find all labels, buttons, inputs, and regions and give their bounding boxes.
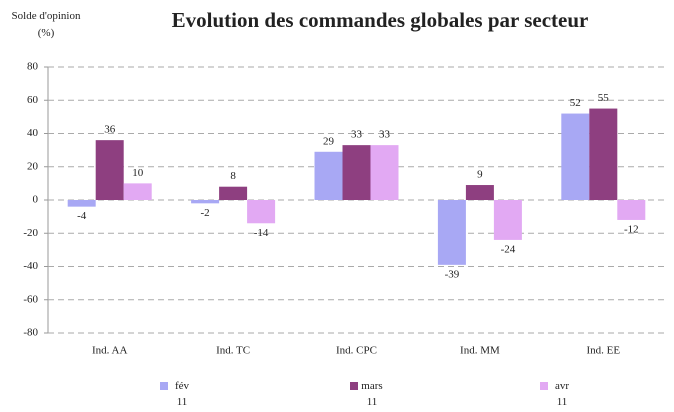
bar — [617, 200, 646, 220]
bar — [123, 183, 152, 200]
y-tick-label: 20 — [27, 160, 39, 172]
data-label: 10 — [132, 167, 144, 179]
bar — [67, 200, 96, 207]
x-tick-label: Ind. AA — [92, 345, 128, 357]
data-label: 29 — [323, 135, 335, 147]
y-tick-label: 0 — [33, 194, 39, 206]
data-label: 33 — [351, 129, 363, 141]
bar — [342, 145, 371, 200]
y-tick-label: -60 — [23, 293, 38, 305]
data-label: 52 — [570, 97, 581, 109]
bar — [589, 108, 618, 200]
x-tick-label: Ind. MM — [460, 345, 500, 357]
data-label: -12 — [624, 223, 639, 235]
bar — [247, 200, 276, 224]
data-label: -24 — [501, 243, 516, 255]
bar — [370, 145, 399, 200]
chart-title: Evolution des commandes globales par sec… — [172, 8, 589, 32]
bar — [314, 151, 343, 200]
y-tick-label: -20 — [23, 227, 38, 239]
y-tick-label: 60 — [27, 94, 39, 106]
data-label: -39 — [445, 268, 460, 280]
bar — [219, 186, 248, 200]
bar — [437, 200, 466, 265]
data-label: 8 — [230, 170, 236, 182]
legend-label: avr 11 — [554, 380, 570, 408]
legend-label: mars 11 — [361, 380, 383, 408]
y-tick-label: -80 — [23, 327, 38, 339]
data-label: 33 — [379, 129, 391, 141]
x-tick-label: Ind. CPC — [336, 345, 377, 357]
x-tick-label: Ind. TC — [216, 345, 250, 357]
legend-swatch — [160, 382, 168, 390]
data-label: -2 — [201, 207, 210, 219]
data-label: -14 — [254, 227, 269, 239]
y-tick-label: 80 — [27, 61, 39, 73]
data-label: 36 — [104, 124, 116, 136]
legend-swatch — [350, 382, 358, 390]
data-label: -4 — [77, 210, 87, 222]
y-axis-label: Solde d'opinion (%) — [11, 10, 81, 39]
bar — [95, 140, 124, 200]
bar — [465, 185, 494, 200]
bar — [493, 200, 522, 240]
data-label: 55 — [598, 92, 610, 104]
data-label: 9 — [477, 169, 483, 181]
x-tick-label: Ind. EE — [586, 345, 620, 357]
y-tick-label: -40 — [23, 260, 38, 272]
legend-label: fév 11 — [174, 380, 190, 408]
y-tick-label: 40 — [27, 127, 39, 139]
bar — [561, 113, 590, 200]
legend-swatch — [540, 382, 548, 390]
bar — [191, 200, 220, 204]
